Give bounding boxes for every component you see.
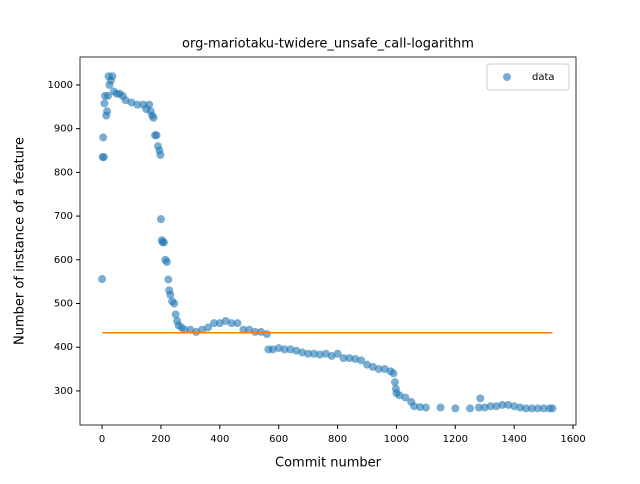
data-point bbox=[436, 403, 445, 412]
data-point bbox=[103, 91, 112, 100]
data-point bbox=[498, 400, 507, 409]
data-point bbox=[451, 404, 460, 413]
data-point bbox=[304, 349, 313, 358]
data-point bbox=[108, 72, 117, 81]
data-point bbox=[145, 100, 154, 109]
data-point bbox=[227, 319, 236, 328]
data-point bbox=[149, 113, 158, 122]
data-point bbox=[133, 100, 142, 109]
data-point bbox=[164, 275, 173, 284]
data-point bbox=[180, 325, 189, 334]
x-tick-label: 1400 bbox=[501, 434, 526, 445]
legend-label: data bbox=[532, 72, 555, 83]
data-point bbox=[521, 404, 530, 413]
data-point bbox=[421, 403, 430, 412]
data-point bbox=[99, 133, 108, 142]
y-tick-label: 700 bbox=[54, 211, 73, 222]
data-point bbox=[516, 403, 525, 412]
data-point bbox=[156, 215, 165, 224]
x-tick-label: 400 bbox=[210, 434, 229, 445]
data-point bbox=[389, 369, 398, 378]
data-point bbox=[339, 354, 348, 363]
x-tick-label: 200 bbox=[151, 434, 170, 445]
data-point bbox=[533, 404, 542, 413]
y-tick-label: 900 bbox=[54, 124, 73, 135]
data-point bbox=[357, 356, 366, 365]
y-axis-label: Number of instance of a feature bbox=[13, 137, 28, 345]
data-point bbox=[156, 150, 165, 159]
x-axis-label: Commit number bbox=[275, 456, 382, 471]
y-tick-label: 600 bbox=[54, 255, 73, 266]
data-point bbox=[166, 290, 175, 299]
data-point bbox=[539, 404, 548, 413]
data-point bbox=[315, 350, 324, 359]
x-tick-label: 0 bbox=[99, 434, 105, 445]
data-point bbox=[233, 319, 242, 328]
data-point bbox=[374, 365, 383, 374]
chart-title: org-mariotaku-twidere_unsafe_call-logari… bbox=[182, 37, 474, 52]
y-tick-label: 500 bbox=[54, 298, 73, 309]
plot-frame bbox=[79, 56, 577, 426]
data-point bbox=[262, 330, 271, 339]
data-point bbox=[171, 310, 180, 319]
data-point bbox=[100, 99, 109, 108]
data-point bbox=[410, 402, 419, 411]
data-point bbox=[390, 378, 399, 387]
data-point bbox=[170, 299, 179, 308]
data-point bbox=[474, 403, 483, 412]
legend-marker bbox=[503, 73, 511, 81]
legend-box bbox=[486, 63, 570, 91]
data-point bbox=[99, 153, 108, 162]
y-tick-label: 800 bbox=[54, 167, 73, 178]
x-tick-label: 1600 bbox=[560, 434, 585, 445]
data-point bbox=[159, 238, 168, 247]
data-point bbox=[415, 403, 424, 412]
data-point bbox=[152, 131, 161, 140]
y-tick-label: 300 bbox=[54, 386, 73, 397]
data-point bbox=[103, 107, 112, 116]
data-point bbox=[98, 275, 107, 284]
data-point bbox=[527, 404, 536, 413]
data-point bbox=[401, 393, 410, 402]
x-tick-label: 1000 bbox=[384, 434, 409, 445]
data-point bbox=[486, 402, 495, 411]
data-point bbox=[162, 257, 171, 266]
y-tick-label: 1000 bbox=[48, 80, 73, 91]
data-point bbox=[548, 404, 557, 413]
data-point bbox=[280, 345, 289, 354]
x-tick-label: 800 bbox=[328, 434, 347, 445]
y-tick-label: 400 bbox=[54, 342, 73, 353]
data-point bbox=[476, 394, 485, 403]
data-point bbox=[310, 349, 319, 358]
data-point bbox=[209, 319, 218, 328]
data-point bbox=[239, 325, 248, 334]
data-point bbox=[251, 327, 260, 336]
data-point bbox=[333, 349, 342, 358]
x-tick-label: 1200 bbox=[443, 434, 468, 445]
data-point bbox=[204, 323, 213, 332]
data-point bbox=[466, 404, 475, 413]
x-tick-label: 600 bbox=[269, 434, 288, 445]
data-point bbox=[345, 354, 354, 363]
